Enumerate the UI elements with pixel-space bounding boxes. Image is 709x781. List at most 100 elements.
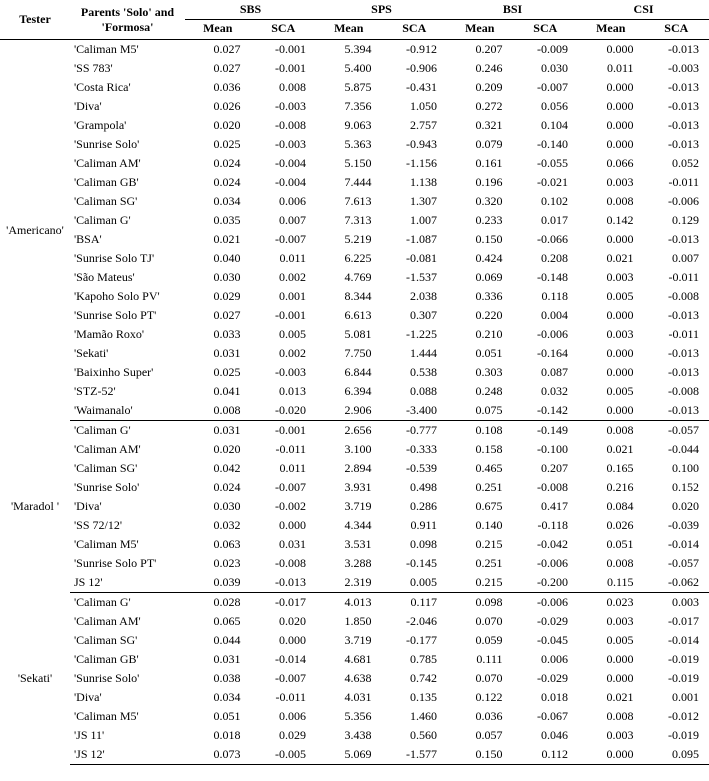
value-cell: 0.023	[578, 593, 644, 613]
value-cell: -0.100	[513, 440, 579, 459]
value-cell: -0.014	[644, 535, 709, 554]
value-cell: -1.087	[382, 230, 448, 249]
value-cell: 0.008	[251, 78, 317, 97]
value-cell: 1.007	[382, 211, 448, 230]
value-cell: 0.207	[513, 459, 579, 478]
parent-label: 'Caliman AM'	[70, 612, 185, 631]
value-cell: -0.001	[251, 59, 317, 78]
parent-label: 'Sunrise Solo'	[70, 135, 185, 154]
value-cell: 0.073	[185, 745, 251, 765]
value-cell: 0.006	[251, 192, 317, 211]
table-row: 'São Mateus'0.0300.0024.769-1.5370.069-0…	[0, 268, 709, 287]
value-cell: 0.035	[185, 211, 251, 230]
table-row: 'Diva'0.034-0.0114.0310.1350.1220.0180.0…	[0, 688, 709, 707]
value-cell: -0.012	[644, 707, 709, 726]
value-cell: 5.069	[316, 745, 382, 765]
value-cell: 3.719	[316, 631, 382, 650]
value-cell: 6.613	[316, 306, 382, 325]
value-cell: 0.095	[644, 745, 709, 765]
value-cell: 4.681	[316, 650, 382, 669]
parent-label: JS 12'	[70, 573, 185, 593]
value-cell: 0.006	[251, 707, 317, 726]
value-cell: -1.156	[382, 154, 448, 173]
value-cell: -0.021	[513, 173, 579, 192]
parent-label: 'Diva'	[70, 497, 185, 516]
value-cell: 0.030	[185, 497, 251, 516]
parent-label: 'Kapoho Solo PV'	[70, 287, 185, 306]
value-cell: 0.031	[185, 650, 251, 669]
value-cell: 0.018	[513, 688, 579, 707]
parent-label: 'Caliman SG'	[70, 631, 185, 650]
value-cell: -0.007	[513, 78, 579, 97]
value-cell: 5.356	[316, 707, 382, 726]
value-cell: 0.026	[578, 516, 644, 535]
value-cell: 0.336	[447, 287, 513, 306]
table-row: 'JS 12'0.073-0.0055.069-1.5770.1500.1120…	[0, 745, 709, 765]
value-cell: 0.100	[644, 459, 709, 478]
value-cell: -0.011	[251, 688, 317, 707]
value-cell: -0.142	[513, 401, 579, 421]
value-cell: 0.246	[447, 59, 513, 78]
value-cell: -0.003	[251, 97, 317, 116]
value-cell: -0.013	[644, 97, 709, 116]
value-cell: 0.008	[578, 707, 644, 726]
value-cell: 0.248	[447, 382, 513, 401]
value-cell: -0.001	[251, 40, 317, 60]
value-cell: 8.344	[316, 287, 382, 306]
table-row: 'Sekati'0.0310.0027.7501.4440.051-0.1640…	[0, 344, 709, 363]
value-cell: -0.145	[382, 554, 448, 573]
value-cell: 0.150	[447, 745, 513, 765]
col-sub: Mean	[185, 20, 251, 40]
value-cell: 0.011	[251, 249, 317, 268]
value-cell: 0.007	[251, 211, 317, 230]
value-cell: 0.465	[447, 459, 513, 478]
value-cell: 0.021	[578, 249, 644, 268]
value-cell: 0.029	[185, 287, 251, 306]
parent-label: 'Sunrise Solo PT'	[70, 306, 185, 325]
value-cell: 0.070	[447, 612, 513, 631]
parent-label: 'Sunrise Solo'	[70, 478, 185, 497]
value-cell: 4.638	[316, 669, 382, 688]
value-cell: -1.225	[382, 325, 448, 344]
value-cell: 0.031	[251, 535, 317, 554]
parent-label: 'SS 783'	[70, 59, 185, 78]
value-cell: 0.041	[185, 382, 251, 401]
value-cell: -0.013	[251, 573, 317, 593]
value-cell: 0.003	[578, 325, 644, 344]
value-cell: 0.006	[513, 650, 579, 669]
value-cell: -0.005	[251, 745, 317, 765]
value-cell: -0.013	[644, 401, 709, 421]
table-row: 'SS 72/12'0.0320.0004.3440.9110.140-0.11…	[0, 516, 709, 535]
value-cell: 1.460	[382, 707, 448, 726]
table-row: 'Kapoho Solo PV'0.0290.0018.3442.0380.33…	[0, 287, 709, 306]
parent-label: 'Grampola'	[70, 116, 185, 135]
value-cell: 0.161	[447, 154, 513, 173]
value-cell: 0.057	[447, 726, 513, 745]
value-cell: 0.150	[447, 230, 513, 249]
table-row: 'Sunrise Solo'0.024-0.0073.9310.4980.251…	[0, 478, 709, 497]
value-cell: -0.118	[513, 516, 579, 535]
value-cell: 0.018	[185, 726, 251, 745]
value-cell: -0.011	[644, 268, 709, 287]
value-cell: 7.444	[316, 173, 382, 192]
value-cell: 0.142	[578, 211, 644, 230]
value-cell: 0.000	[578, 135, 644, 154]
value-cell: 0.196	[447, 173, 513, 192]
value-cell: 0.003	[644, 593, 709, 613]
value-cell: 0.032	[185, 516, 251, 535]
value-cell: 0.003	[578, 726, 644, 745]
value-cell: 0.000	[578, 650, 644, 669]
value-cell: -0.004	[251, 173, 317, 192]
parent-label: 'Caliman M5'	[70, 707, 185, 726]
table-row: 'Caliman SG'0.0340.0067.6131.3070.3200.1…	[0, 192, 709, 211]
col-tester: Tester	[0, 0, 70, 40]
value-cell: -0.081	[382, 249, 448, 268]
value-cell: 3.288	[316, 554, 382, 573]
value-cell: -0.008	[644, 382, 709, 401]
value-cell: 0.111	[447, 650, 513, 669]
value-cell: 0.000	[578, 344, 644, 363]
value-cell: 0.034	[185, 192, 251, 211]
value-cell: 0.210	[447, 325, 513, 344]
parent-label: 'Caliman M5'	[70, 535, 185, 554]
value-cell: -0.177	[382, 631, 448, 650]
